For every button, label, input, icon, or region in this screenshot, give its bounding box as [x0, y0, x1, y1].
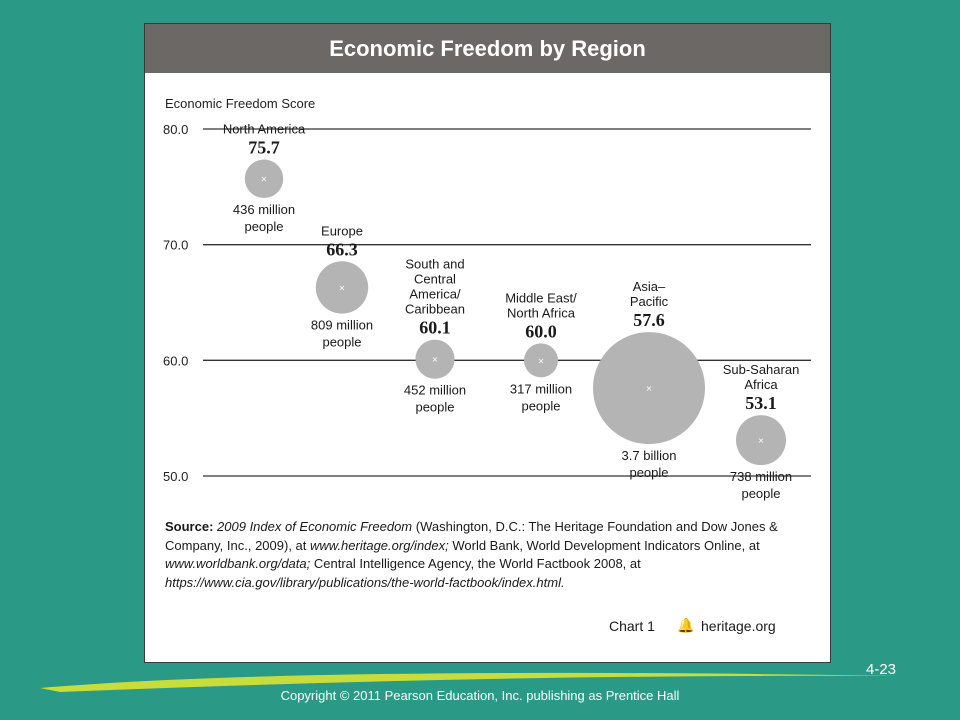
- bubble-center-mark-3: ×: [538, 356, 545, 365]
- bubble-3: [524, 343, 558, 378]
- population-label-4-1: people: [629, 465, 668, 480]
- bubble-center-mark-1: ×: [339, 283, 346, 292]
- y-tick-label-3: 50.0: [163, 469, 188, 484]
- chart-number: Chart 1: [609, 618, 655, 634]
- bubble-2: [415, 339, 455, 379]
- source-text-1: (Washington, D.C.: The Heritage Foundati…: [165, 519, 778, 553]
- bubble-center-mark-2: ×: [432, 355, 439, 364]
- region-label-1-0: Europe: [321, 223, 363, 238]
- y-tick-label-1: 70.0: [163, 238, 188, 253]
- grid-lines: 80.0 70.0 60.0 50.0: [163, 122, 811, 484]
- source-url-2: www.worldbank.org/data;: [165, 556, 311, 571]
- score-label-0: 75.7: [248, 138, 280, 158]
- region-label-5-1: Africa: [744, 377, 778, 392]
- bell-icon: 🔔: [677, 617, 695, 633]
- region-label-0-0: North America: [223, 122, 306, 137]
- swoosh-decoration: [40, 672, 900, 692]
- copyright-text: Copyright © 2011 Pearson Education, Inc.…: [280, 688, 680, 703]
- population-label-3-0: 317 million: [510, 381, 572, 396]
- score-label-2: 60.1: [419, 318, 451, 338]
- source-text-2: World Bank, World Development Indicators…: [448, 537, 760, 553]
- y-tick-label-0: 80.0: [163, 122, 188, 137]
- region-label-2-0: South and: [405, 257, 464, 272]
- population-label-3-1: people: [521, 398, 560, 413]
- y-axis-label: Economic Freedom Score: [165, 96, 315, 111]
- source-url-1: www.heritage.org/index;: [310, 537, 449, 553]
- region-label-5-0: Sub-Saharan: [723, 362, 800, 377]
- region-label-3-1: North Africa: [507, 305, 576, 320]
- population-label-0-1: people: [244, 219, 283, 234]
- source-url-3: https://www.cia.gov/library/publications…: [165, 574, 565, 590]
- bubble-center-mark-4: ×: [646, 384, 653, 393]
- population-label-2-1: people: [415, 400, 454, 415]
- source-title: 2009 Index of Economic Freedom: [217, 519, 413, 534]
- region-label-2-2: America/: [409, 287, 461, 302]
- chart-panel: Economic Freedom by Region Economic Free…: [144, 23, 831, 663]
- population-label-4-0: 3.7 billion: [622, 448, 677, 463]
- source-note: Source: 2009 Index of Economic Freedom (…: [165, 518, 815, 592]
- score-label-1: 66.3: [326, 239, 358, 259]
- population-label-5-0: 738 million: [730, 469, 792, 484]
- population-label-0-0: 436 million: [233, 202, 295, 217]
- bubble-center-mark-0: ×: [261, 175, 268, 184]
- score-label-4: 57.6: [633, 310, 665, 330]
- chart-title: Economic Freedom by Region: [329, 36, 646, 61]
- population-label-2-0: 452 million: [404, 383, 466, 398]
- population-label-5-1: people: [741, 486, 780, 501]
- bubble-1: [315, 261, 369, 314]
- bubble-5: [735, 415, 787, 466]
- region-label-4-1: Pacific: [630, 294, 669, 309]
- region-label-4-0: Asia–: [633, 279, 666, 294]
- population-label-1-0: 809 million: [311, 318, 373, 333]
- bubble-0: [244, 159, 284, 198]
- y-tick-label-2: 60.0: [163, 353, 188, 368]
- heritage-site-label: heritage.org: [701, 618, 776, 634]
- population-label-1-1: people: [322, 335, 361, 350]
- bubble-chart: Economic Freedom Score 80.070.060.050.0 …: [163, 96, 811, 502]
- panel-header: [145, 24, 830, 73]
- bubble-4: [593, 332, 705, 445]
- region-label-3-0: Middle East/: [505, 290, 577, 305]
- region-label-2-1: Central: [414, 272, 456, 287]
- source-text-3: Central Intelligence Agency, the World F…: [310, 556, 641, 571]
- score-label-3: 60.0: [525, 321, 557, 341]
- bubble-center-mark-5: ×: [758, 436, 765, 445]
- score-label-5: 53.1: [745, 393, 777, 413]
- source-label: Source:: [165, 519, 214, 534]
- slide-number: 4-23: [866, 661, 897, 678]
- region-label-2-3: Caribbean: [405, 302, 465, 317]
